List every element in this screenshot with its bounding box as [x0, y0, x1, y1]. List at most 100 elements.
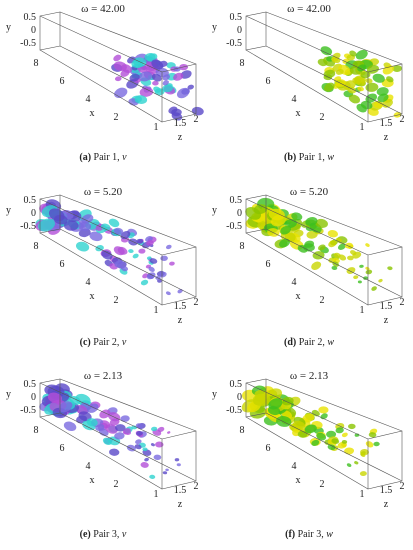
isosurfaces [111, 53, 204, 121]
isosurface-blob [341, 439, 348, 444]
x-axis-label: x [296, 291, 301, 302]
isosurface-blob [377, 93, 389, 103]
box-edge [39, 49, 163, 123]
isosurface-blob [135, 423, 143, 429]
y-tick-label: 0 [31, 25, 36, 36]
panel-caption: (b) Pair 1, w [284, 152, 334, 163]
isosurface-blob [371, 286, 377, 291]
box-edge [59, 45, 197, 115]
caption-variable: w [326, 529, 333, 540]
z-tick-label: 1.5 [380, 485, 393, 496]
z-tick-label: 2 [194, 481, 199, 492]
isosurface-blob [114, 432, 125, 440]
isosurface-blob [279, 238, 290, 248]
x-tick-label: 8 [34, 425, 39, 436]
isosurface-blob [134, 95, 148, 104]
isosurface-blob [165, 468, 169, 472]
caption-label: (b) [284, 152, 296, 163]
isosurface-blob [326, 430, 337, 438]
panel-title: ω = 42.00 [287, 3, 331, 15]
caption-variable: v [122, 529, 127, 540]
isosurface-blob [348, 94, 361, 104]
isosurface-blob [337, 243, 346, 250]
isosurfaces [35, 199, 183, 296]
isosurface-blob [169, 261, 175, 266]
z-tick-label: 1 [154, 122, 159, 133]
isosurface-blob [167, 431, 171, 434]
isosurface-blob [382, 65, 395, 75]
y-tick-label: -0.5 [226, 405, 242, 416]
caption-text: Pair 3, [93, 529, 122, 540]
y-axis-label: y [212, 389, 217, 400]
x-tick-label: 6 [266, 259, 271, 270]
isosurface-blob [320, 46, 333, 56]
isosurface-blob [268, 208, 285, 221]
isosurface-blob [306, 230, 318, 239]
isosurface-blob [365, 269, 373, 275]
isosurface-blob [357, 86, 364, 92]
isosurface-blob [177, 289, 183, 294]
z-axis-label: z [384, 132, 389, 143]
isosurface-blob [187, 84, 194, 90]
y-tick-label: 0.5 [230, 379, 243, 390]
isosurface-blob [360, 449, 369, 456]
isosurface-blob [86, 418, 98, 427]
y-tick-label: -0.5 [20, 38, 36, 49]
box-edge [59, 11, 197, 65]
y-tick-label: 0.5 [24, 379, 37, 390]
isosurface-blob [291, 212, 303, 221]
isosurface-blob [120, 265, 128, 272]
isosurface-blob [133, 57, 147, 67]
y-tick-label: 0 [31, 392, 36, 403]
isosurface-blob [387, 266, 393, 271]
isosurface-blob [318, 406, 329, 414]
x-tick-label: 6 [60, 76, 65, 87]
isosurface-blob [153, 454, 162, 461]
x-tick-label: 8 [34, 58, 39, 69]
panel-title: ω = 5.20 [84, 186, 123, 198]
x-tick-label: 8 [240, 58, 245, 69]
isosurface-blob [162, 471, 168, 475]
isosurface-blob [359, 264, 364, 268]
z-tick-label: 1 [154, 305, 159, 316]
y-axis-label: y [212, 22, 217, 33]
isosurface-blob [173, 72, 184, 81]
box-edge [59, 228, 197, 298]
y-axis-label: y [6, 389, 11, 400]
isosurface-blob [48, 208, 65, 222]
box-edge [39, 232, 163, 306]
isosurface-blob [347, 255, 354, 261]
isosurface-blob [346, 267, 356, 274]
caption-text: Pair 2, [299, 337, 328, 348]
isosurface-blob [138, 71, 153, 82]
isosurface-blob [157, 426, 165, 432]
isosurface-blob [365, 266, 370, 271]
box-edge [265, 378, 403, 432]
isosurface-blob [373, 441, 380, 447]
box-edge [39, 15, 163, 73]
isosurface-blob [89, 231, 103, 242]
caption-label: (d) [284, 337, 296, 348]
x-tick-label: 4 [292, 277, 297, 288]
y-axis-label: y [6, 22, 11, 33]
box-edge [59, 378, 197, 432]
y-tick-label: 0 [31, 208, 36, 219]
isosurface-blob [331, 265, 338, 271]
isosurface-blob [100, 223, 111, 231]
isosurface-blob [171, 112, 183, 121]
isosurface-blob [268, 398, 283, 410]
isosurface-blob [359, 471, 367, 477]
isosurface-blob [149, 474, 156, 480]
isosurface-blob [357, 64, 367, 72]
isosurface-blob [108, 218, 120, 228]
box-edge [59, 412, 197, 482]
isosurface-blob [335, 427, 344, 434]
isosurface-blob [146, 272, 156, 280]
isosurface-blob [311, 439, 320, 446]
isosurface-blob [331, 438, 340, 444]
isosurface-blob [142, 447, 148, 452]
panel-title: ω = 2.13 [290, 370, 329, 382]
